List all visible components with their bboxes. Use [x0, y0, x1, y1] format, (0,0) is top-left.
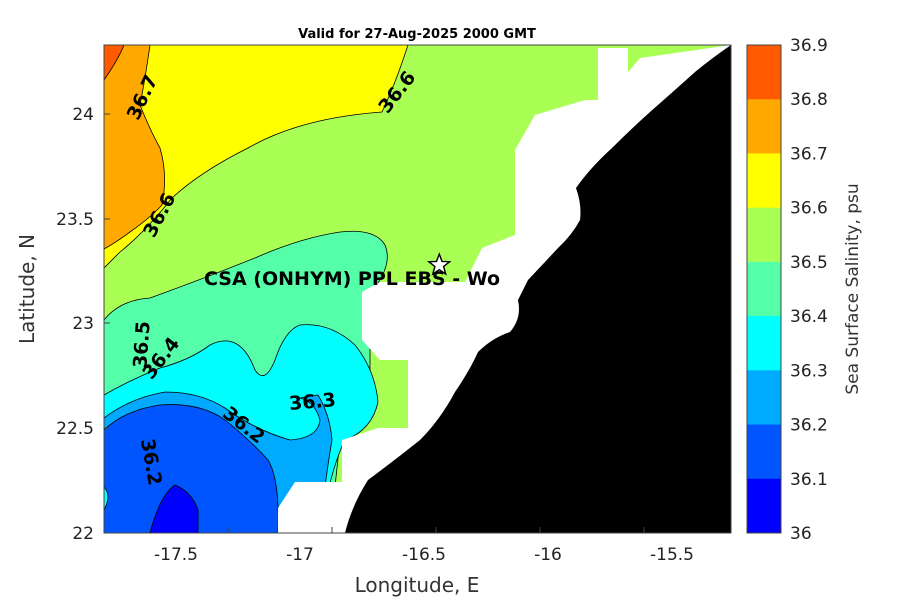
colorbar-band	[747, 478, 781, 534]
colorbar-tick-label: 36.5	[790, 253, 828, 273]
band-36-1-36-2	[104, 404, 279, 533]
colorbar-ticks: 36.9 36.8 36.7 36.6 36.5 36.4 36.3 36.2 36.1 36	[790, 36, 828, 544]
colorbar-tick-label: 36.2	[790, 416, 828, 436]
y-axis: 24 23.5 23 22.5 22	[56, 105, 110, 544]
colorbar-band	[747, 207, 781, 263]
band-36-6-36-7	[104, 45, 409, 269]
colorbar-tick-label: 36.7	[790, 144, 828, 164]
land-mass	[345, 45, 731, 533]
map-title: Valid for 27-Aug-2025 2000 GMT	[298, 27, 536, 42]
x-axis-label: Longitude, E	[355, 573, 480, 597]
y-tick-label: 23.5	[56, 210, 94, 230]
y-tick-label: 22	[72, 524, 94, 544]
x-tick-label: -15.5	[650, 545, 694, 565]
plot-area: 36.7 36.6 36.6 36.5 36.4 36.3 36.2 36.2 …	[104, 45, 731, 533]
colorbar-band	[747, 316, 781, 371]
colorbar-frame	[746, 44, 782, 534]
band-36-0-36-1	[149, 484, 199, 533]
colorbar-tick-label: 36.8	[790, 90, 828, 110]
y-tick-label: 22.5	[56, 419, 94, 439]
site-annotation: CSA (ONHYM) PPL EBS - Wo	[204, 268, 500, 290]
band-36-7-36-8	[104, 45, 165, 250]
contour-label: 36.5	[129, 320, 154, 368]
y-tick-label: 24	[72, 105, 94, 125]
x-tick-label: -16	[534, 545, 562, 565]
colorbar-band	[747, 424, 781, 480]
colorbar-tick-label: 36.3	[790, 361, 828, 381]
y-tick-label: 23	[72, 314, 94, 334]
colorbar-band	[747, 153, 781, 209]
x-tick-label: -17	[286, 545, 314, 565]
colorbar-label: Sea Surface Salinity, psu	[843, 183, 863, 394]
x-tick-label: -16.5	[402, 545, 446, 565]
x-axis: -17.5 -17 -16.5 -16 -15.5	[154, 527, 694, 565]
colorbar-tick-label: 36.4	[790, 307, 828, 327]
y-axis-label: Latitude, N	[15, 234, 39, 344]
colorbar-tick-label: 36.6	[790, 199, 828, 219]
x-tick-label: -17.5	[154, 545, 198, 565]
colorbar-tick-label: 36	[790, 524, 812, 544]
colorbar-band	[747, 370, 781, 426]
site-star-marker	[426, 252, 452, 276]
masked-block-east	[598, 48, 628, 100]
colorbar	[747, 45, 781, 534]
contour-label: 36.3	[288, 389, 337, 415]
colorbar-band	[747, 261, 781, 317]
colorbar-band	[747, 99, 781, 154]
colorbar-tick-label: 36.9	[790, 36, 828, 56]
colorbar-tick-label: 36.1	[790, 470, 828, 490]
colorbar-band	[747, 45, 781, 100]
plot-frame	[103, 44, 732, 534]
